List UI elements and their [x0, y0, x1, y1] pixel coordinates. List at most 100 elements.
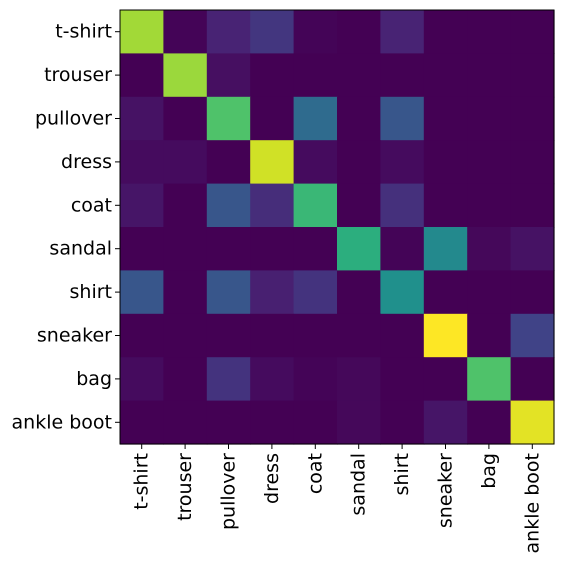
heatmap-cell-6-6: [380, 270, 425, 315]
heatmap-cell-9-0: [120, 400, 164, 445]
heatmap-cell-9-1: [163, 400, 208, 445]
heatmap-cell-7-0: [120, 313, 164, 358]
heatmap-cell-4-3: [250, 183, 295, 228]
heatmap-cell-3-5: [337, 140, 381, 185]
heatmap-cell-1-5: [337, 53, 381, 98]
heatmap-cell-1-8: [467, 53, 512, 98]
heatmap-cell-4-4: [293, 183, 338, 228]
x-axis-ticks: t-shirt trouser pullover dress coat sandal shi…: [131, 444, 543, 553]
heatmap-cell-6-2: [206, 270, 251, 315]
heatmap-cell-7-3: [250, 313, 295, 358]
y-tick-label: sandal: [49, 238, 112, 260]
heatmap-cell-5-2: [206, 227, 251, 271]
x-tick-label: coat: [304, 453, 326, 494]
plot-frame: [119, 9, 555, 445]
heatmap-cell-8-8: [467, 357, 512, 402]
heatmap-cell-1-4: [293, 53, 338, 98]
heatmap-cell-8-3: [250, 357, 295, 402]
heatmap-cell-7-4: [293, 313, 338, 358]
heatmap-cell-9-2: [206, 400, 251, 445]
y-tick-label: trouser: [44, 64, 112, 86]
heatmap-cell-1-2: [206, 53, 251, 98]
heatmap-cell-9-8: [467, 400, 512, 445]
y-tick-label: shirt: [70, 281, 112, 303]
heatmap-cell-4-6: [380, 183, 425, 228]
heatmap-cell-6-4: [293, 270, 338, 315]
heatmap-cell-7-8: [467, 313, 512, 358]
heatmap-cell-3-7: [423, 140, 468, 185]
heatmap-cell-3-0: [120, 140, 164, 185]
heatmap-cell-6-1: [163, 270, 208, 315]
heatmap-cell-9-3: [250, 400, 295, 445]
heatmap-cell-5-8: [467, 227, 512, 271]
heatmap-cell-3-4: [293, 140, 338, 185]
heatmap-cell-5-5: [337, 227, 381, 271]
heatmap-cell-6-7: [423, 270, 468, 315]
heatmap-cell-2-5: [337, 96, 381, 141]
x-tick-label: sandal: [348, 453, 370, 516]
heatmap-cell-0-4: [293, 10, 338, 54]
heatmap-cell-9-9: [510, 400, 555, 445]
heatmap-cell-4-8: [467, 183, 512, 228]
heatmap-cell-1-0: [120, 53, 164, 98]
heatmap-cell-2-3: [250, 96, 295, 141]
y-tick-label: pullover: [35, 108, 112, 130]
heatmap-cell-0-3: [250, 10, 295, 54]
heatmap-cell-0-6: [380, 10, 425, 54]
heatmap-cell-7-6: [380, 313, 425, 358]
heatmap-cell-7-7: [423, 313, 468, 358]
heatmap-cell-8-9: [510, 357, 555, 402]
x-tick-label: t-shirt: [131, 453, 153, 510]
heatmap-cell-8-0: [120, 357, 164, 402]
x-tick-label: sneaker: [435, 453, 457, 528]
heatmap-cell-0-5: [337, 10, 381, 54]
heatmap-cell-3-3: [250, 140, 295, 185]
heatmap-cell-1-1: [163, 53, 208, 98]
heatmap-cell-6-0: [120, 270, 164, 315]
heatmap-cell-2-4: [293, 96, 338, 141]
heatmap-cell-8-2: [206, 357, 251, 402]
heatmap-cell-8-6: [380, 357, 425, 402]
x-tick-label: pullover: [218, 453, 240, 530]
heatmap-cell-2-6: [380, 96, 425, 141]
x-tick-label: dress: [261, 453, 283, 504]
heatmap-cell-5-9: [510, 227, 555, 271]
heatmap-cell-5-3: [250, 227, 295, 271]
x-tick-label: ankle boot: [521, 453, 543, 553]
y-tick-label: sneaker: [37, 325, 112, 347]
heatmap-cell-3-8: [467, 140, 512, 185]
heatmap-cell-6-5: [337, 270, 381, 315]
heatmap-cell-3-6: [380, 140, 425, 185]
y-tick-label: coat: [71, 194, 112, 216]
heatmap-cell-9-4: [293, 400, 338, 445]
heatmap-cell-4-2: [206, 183, 251, 228]
heatmap-cell-3-9: [510, 140, 555, 185]
heatmap-cell-5-6: [380, 227, 425, 271]
heatmap-cell-8-4: [293, 357, 338, 402]
heatmap-cell-1-6: [380, 53, 425, 98]
heatmap-cell-0-1: [163, 10, 208, 54]
heatmap-cell-4-0: [120, 183, 164, 228]
heatmap-cell-4-7: [423, 183, 468, 228]
heatmap-cell-1-7: [423, 53, 468, 98]
heatmap-cell-6-3: [250, 270, 295, 315]
x-tick-label: shirt: [391, 453, 413, 495]
y-tick-label: ankle boot: [12, 411, 112, 433]
x-tick-label: bag: [478, 453, 500, 489]
heatmap-cell-1-9: [510, 53, 555, 98]
heatmap-cell-8-7: [423, 357, 468, 402]
y-tick-label: dress: [61, 151, 112, 173]
heatmap-cell-5-0: [120, 227, 164, 271]
heatmap-cell-5-4: [293, 227, 338, 271]
heatmap-cell-7-2: [206, 313, 251, 358]
heatmap-cell-9-7: [423, 400, 468, 445]
heatmap-cell-6-9: [510, 270, 555, 315]
heatmap-cell-5-7: [423, 227, 468, 271]
heatmap-cell-0-2: [206, 10, 251, 54]
y-tick-label: bag: [76, 368, 112, 390]
heatmap-cell-2-2: [206, 96, 251, 141]
heatmap-cell-2-0: [120, 96, 164, 141]
heatmap-cell-0-8: [467, 10, 512, 54]
heatmap-cell-9-5: [337, 400, 381, 445]
